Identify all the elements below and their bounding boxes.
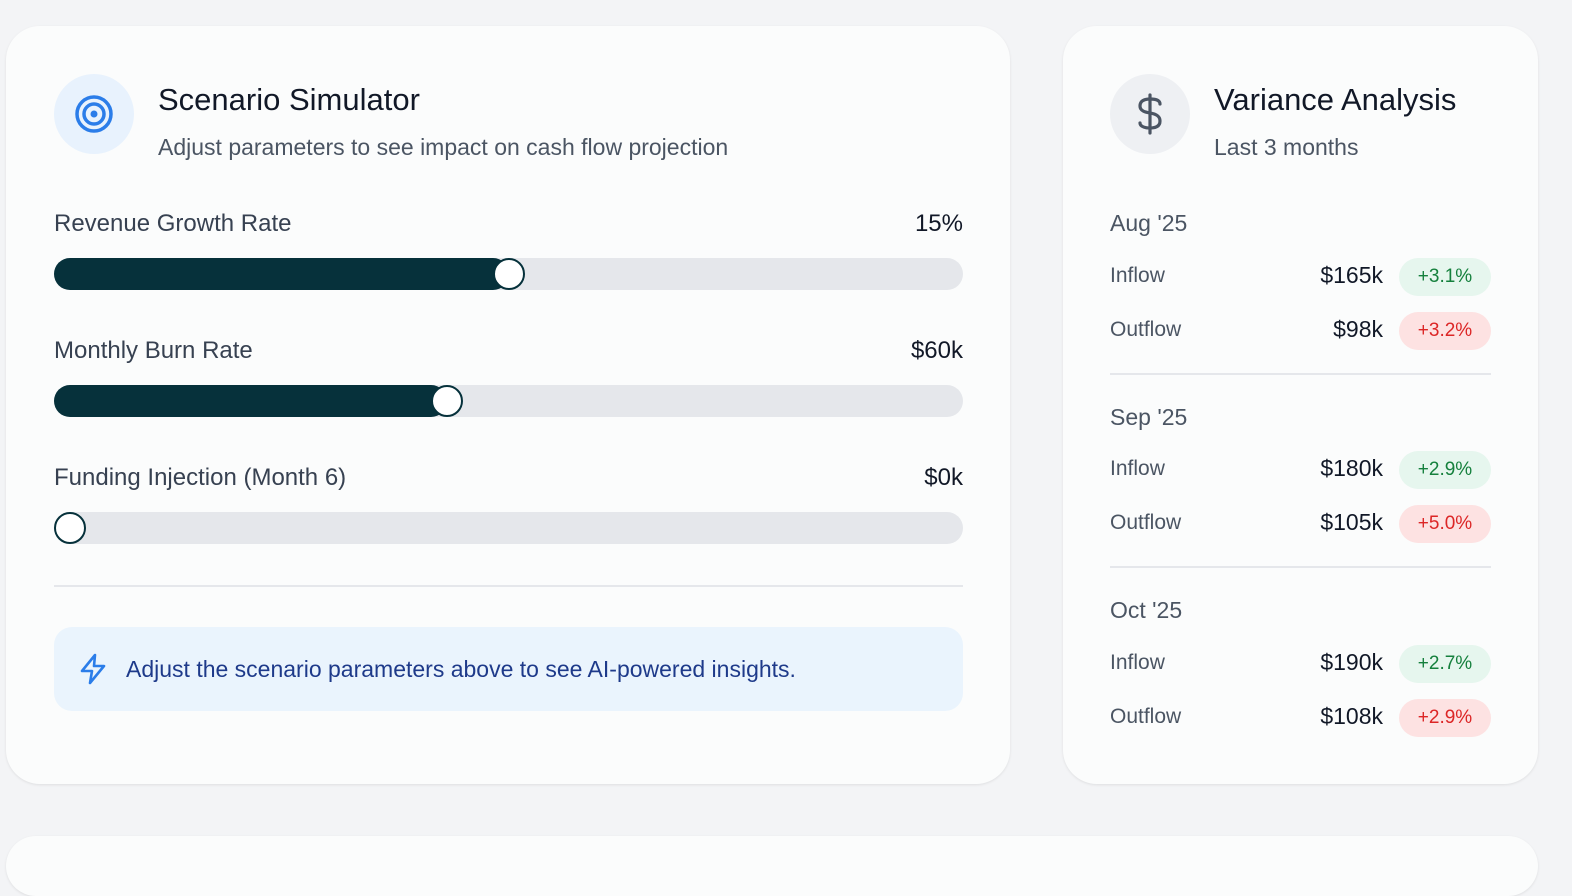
change-badge: +3.1% <box>1399 258 1491 296</box>
revenue-growth-value: 15% <box>914 210 963 237</box>
variance-subtitle: Last 3 months <box>1214 134 1359 160</box>
row-label: Inflow <box>1110 651 1165 674</box>
funding-injection-slider[interactable] <box>54 512 963 544</box>
row-label: Outflow <box>1110 511 1182 534</box>
funding-injection-param: Funding Injection (Month 6) $0k <box>54 464 963 554</box>
row-label: Inflow <box>1110 264 1165 287</box>
insight-text: Adjust the scenario parameters above to … <box>126 655 796 682</box>
slider-fill <box>54 385 447 417</box>
revenue-growth-slider[interactable] <box>54 258 963 290</box>
burn-rate-value: $60k <box>910 337 963 364</box>
change-badge: +5.0% <box>1399 505 1491 543</box>
outflow-row: Outflow $105k +5.0% <box>1110 505 1491 543</box>
change-badge: +2.9% <box>1399 699 1491 737</box>
outflow-row: Outflow $98k +3.2% <box>1110 312 1491 350</box>
burn-rate-label: Monthly Burn Rate <box>54 337 253 364</box>
slider-fill <box>54 258 509 290</box>
row-label: Inflow <box>1110 457 1165 480</box>
outflow-row: Outflow $108k +2.9% <box>1110 699 1491 737</box>
lightning-icon <box>78 653 108 685</box>
month-divider <box>1110 566 1491 568</box>
variance-analysis-card: Variance Analysis Last 3 months Aug '25 … <box>1063 26 1538 784</box>
month-label: Oct '25 <box>1110 597 1183 623</box>
row-amount: $105k <box>1320 509 1383 535</box>
change-badge: +2.9% <box>1399 451 1491 489</box>
slider-thumb[interactable] <box>492 258 525 290</box>
slider-thumb[interactable] <box>54 512 86 544</box>
row-amount: $180k <box>1320 455 1383 481</box>
ai-insight-box: Adjust the scenario parameters above to … <box>54 627 963 711</box>
month-divider <box>1110 373 1491 375</box>
revenue-growth-label: Revenue Growth Rate <box>54 210 292 237</box>
change-badge: +3.2% <box>1399 312 1491 350</box>
funding-injection-value: $0k <box>924 464 963 491</box>
change-badge: +2.7% <box>1399 645 1491 683</box>
row-amount: $190k <box>1320 649 1383 675</box>
month-label: Aug '25 <box>1110 210 1188 236</box>
target-icon <box>54 74 134 154</box>
simulator-subtitle: Adjust parameters to see impact on cash … <box>158 134 729 160</box>
row-amount: $108k <box>1320 703 1383 729</box>
simulator-title: Scenario Simulator <box>158 82 420 117</box>
inflow-row: Inflow $190k +2.7% <box>1110 645 1491 683</box>
scenario-simulator-card: Scenario Simulator Adjust parameters to … <box>6 26 1010 784</box>
variance-title: Variance Analysis <box>1214 82 1457 117</box>
divider <box>54 585 963 587</box>
next-card <box>6 836 1538 896</box>
row-amount: $98k <box>1333 316 1383 342</box>
row-amount: $165k <box>1320 262 1383 288</box>
burn-rate-slider[interactable] <box>54 385 963 417</box>
dollar-icon <box>1110 74 1190 154</box>
row-label: Outflow <box>1110 705 1182 728</box>
slider-thumb[interactable] <box>430 385 463 417</box>
inflow-row: Inflow $165k +3.1% <box>1110 258 1491 296</box>
month-label: Sep '25 <box>1110 404 1188 430</box>
inflow-row: Inflow $180k +2.9% <box>1110 451 1491 489</box>
revenue-growth-param: Revenue Growth Rate 15% <box>54 210 963 300</box>
row-label: Outflow <box>1110 318 1182 341</box>
funding-injection-label: Funding Injection (Month 6) <box>54 464 347 491</box>
burn-rate-param: Monthly Burn Rate $60k <box>54 337 963 427</box>
